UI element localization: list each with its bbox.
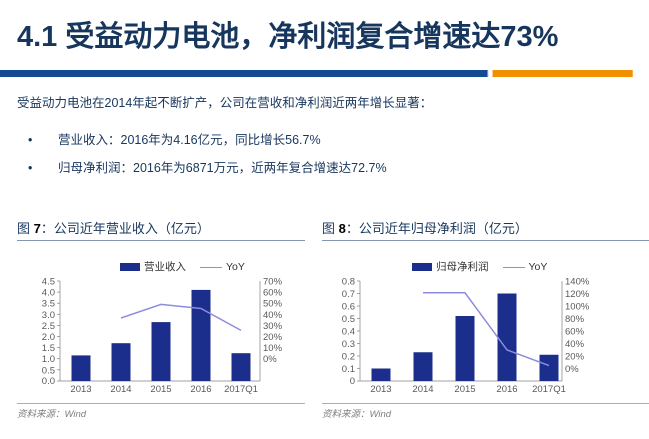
svg-text:1.5: 1.5 [42,343,55,354]
svg-text:60%: 60% [565,327,585,338]
svg-text:0: 0 [350,376,355,387]
svg-text:0.5: 0.5 [42,365,55,376]
svg-text:2013: 2013 [70,384,91,395]
svg-text:0.7: 0.7 [342,289,355,300]
svg-text:0.8: 0.8 [342,277,355,288]
svg-text:30%: 30% [263,321,283,332]
svg-text:2016: 2016 [190,384,211,395]
svg-text:3.5: 3.5 [42,299,55,310]
svg-text:0.5: 0.5 [342,314,355,325]
svg-text:2015: 2015 [454,384,475,395]
svg-text:3.0: 3.0 [42,310,55,321]
svg-text:40%: 40% [263,310,283,321]
svg-text:2014: 2014 [412,384,433,395]
svg-text:0.1: 0.1 [342,364,355,375]
svg-text:0.3: 0.3 [342,339,355,350]
svg-text:20%: 20% [263,332,283,343]
svg-text:4.0: 4.0 [42,288,55,299]
svg-text:140%: 140% [565,277,590,288]
svg-text:0.6: 0.6 [342,302,355,313]
svg-text:0%: 0% [565,364,579,375]
svg-text:2017Q1: 2017Q1 [532,384,566,395]
svg-text:2017Q1: 2017Q1 [224,384,258,395]
svg-text:100%: 100% [565,302,590,313]
svg-text:80%: 80% [565,314,585,325]
svg-text:0.0: 0.0 [42,376,55,387]
svg-text:10%: 10% [263,343,283,354]
svg-text:0.2: 0.2 [342,352,355,363]
svg-text:1.0: 1.0 [42,354,55,365]
svg-text:2014: 2014 [110,384,131,395]
svg-text:0.4: 0.4 [342,327,355,338]
svg-text:2015: 2015 [150,384,171,395]
svg-text:2.5: 2.5 [42,321,55,332]
svg-text:50%: 50% [263,299,283,310]
svg-text:70%: 70% [263,277,283,288]
svg-text:40%: 40% [565,339,585,350]
svg-text:120%: 120% [565,289,590,300]
svg-text:2.0: 2.0 [42,332,55,343]
svg-text:2016: 2016 [496,384,517,395]
svg-text:20%: 20% [565,352,585,363]
svg-text:4.5: 4.5 [42,277,55,288]
svg-text:60%: 60% [263,288,283,299]
svg-text:0%: 0% [263,354,277,365]
svg-text:2013: 2013 [370,384,391,395]
